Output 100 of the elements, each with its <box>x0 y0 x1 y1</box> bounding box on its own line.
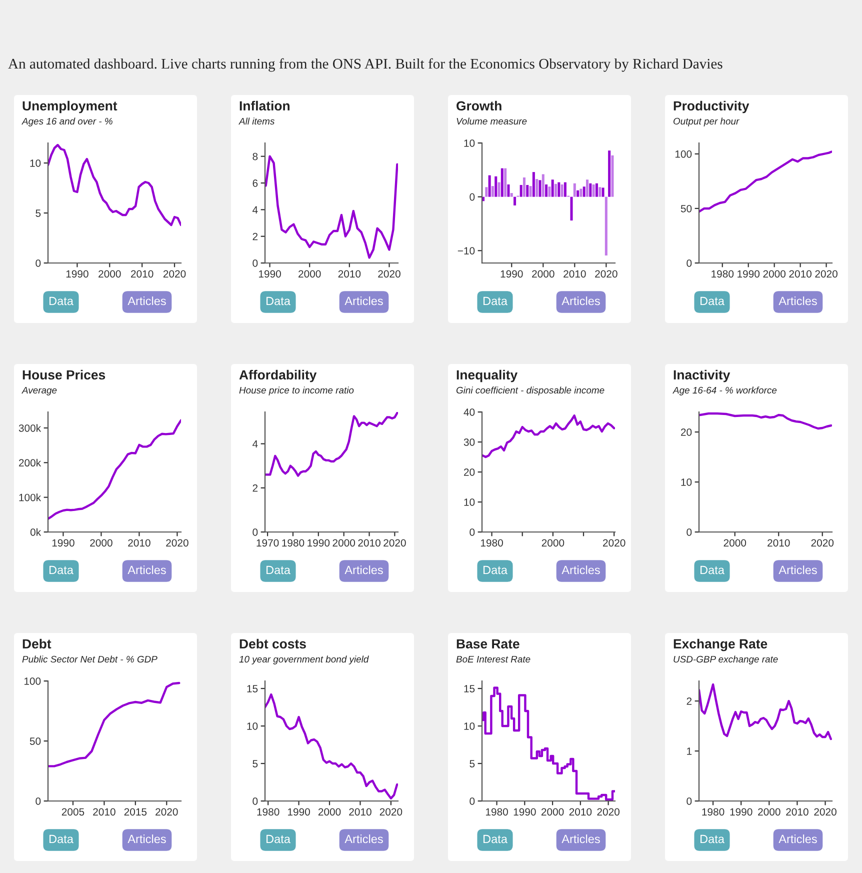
chart-subtitle: 10 year government bond yield <box>239 656 369 664</box>
chart-title: Exchange Rate <box>674 638 768 652</box>
y-tick-label: 1 <box>687 748 692 755</box>
x-tick-label: 2010 <box>789 270 812 278</box>
x-tick-label: 2000 <box>332 539 356 547</box>
bar <box>598 187 602 197</box>
text: Articles <box>344 565 383 574</box>
chart-title: Growth <box>456 100 502 111</box>
chart-title: Unemployment <box>22 100 118 114</box>
x-tick-label: 2020 <box>163 270 186 278</box>
x-tick-label: 2000 <box>758 808 780 816</box>
line-series <box>48 682 180 768</box>
x-tick-label: 2000 <box>542 539 564 547</box>
bar <box>592 184 595 197</box>
bar <box>498 182 500 197</box>
text: Data <box>700 566 724 574</box>
chart-title: Inactivity <box>674 370 730 382</box>
x-tick-label: 2000 <box>541 808 564 816</box>
y-tick-label: 2 <box>252 484 258 492</box>
x-tick-label: 2020 <box>380 808 402 816</box>
chart-subtitle: Volume measure <box>456 118 527 125</box>
bar <box>608 150 611 197</box>
x-tick-label: 1990 <box>738 270 760 278</box>
bar <box>611 155 614 197</box>
bar <box>554 184 558 197</box>
x-tick-label: 2000 <box>763 270 786 278</box>
y-tick-label: 200k <box>18 458 42 467</box>
line-series <box>265 693 398 800</box>
y-tick-label: 10 <box>30 160 41 167</box>
text: Data <box>484 834 508 844</box>
line-series <box>482 414 615 458</box>
bar <box>551 180 554 197</box>
chart-subtitle: USD-GBP exchange rate <box>674 656 778 664</box>
x-tick-label: 2000 <box>98 270 121 278</box>
chart-subtitle: Public Sector Net Debt - % GDP <box>22 656 158 663</box>
y-tick-label: 0k <box>30 528 42 536</box>
bar <box>560 184 564 197</box>
chart-title: Debt <box>22 638 52 649</box>
bar <box>586 180 589 197</box>
x-tick-label: 2020 <box>595 270 618 278</box>
bar <box>580 188 582 197</box>
y-tick-label: 5 <box>36 210 41 217</box>
y-tick-label: 2 <box>686 698 692 705</box>
text: Articles <box>562 565 600 574</box>
text: Articles <box>128 565 166 574</box>
y-tick-label: 8 <box>252 152 258 160</box>
y-tick-label: 100k <box>19 494 42 502</box>
x-tick-label: 1990 <box>52 539 74 547</box>
x-tick-label: 1980 <box>257 808 280 816</box>
bar <box>494 176 498 197</box>
chart-subtitle: Average <box>22 386 57 396</box>
line-series <box>699 412 832 430</box>
y-tick-label: 10 <box>681 478 692 486</box>
x-tick-label: 2010 <box>786 808 808 816</box>
bar <box>538 180 542 197</box>
y-tick-label: 30 <box>464 438 475 446</box>
y-tick-label: 100 <box>675 150 692 158</box>
text: Articles <box>778 296 817 306</box>
x-tick-label: 2010 <box>338 270 361 278</box>
x-tick-label: 2010 <box>564 270 586 278</box>
text: Data <box>50 296 74 306</box>
y-tick-label: 20 <box>680 428 692 436</box>
bar <box>545 184 548 197</box>
text: Articles <box>344 834 383 844</box>
chart-title: House Prices <box>22 370 106 380</box>
bar <box>595 183 598 197</box>
bar <box>520 184 522 197</box>
y-tick-label: 0 <box>36 798 41 805</box>
x-tick-label: 2010 <box>768 539 790 547</box>
bar <box>564 182 566 197</box>
text: Data <box>484 566 508 574</box>
y-tick-label: 6 <box>252 180 258 187</box>
x-tick-label: 2020 <box>597 808 620 816</box>
text: Data <box>484 296 508 306</box>
y-tick-label: −10 <box>458 247 475 254</box>
line-series <box>699 150 832 213</box>
y-tick-label: 10 <box>464 140 475 147</box>
bar <box>488 175 491 197</box>
y-tick-label: 0 <box>470 193 475 201</box>
x-tick-label: 2000 <box>318 808 341 816</box>
bar <box>582 186 586 197</box>
x-tick-label: 1990 <box>730 808 752 816</box>
y-tick-label: 5 <box>252 760 258 768</box>
x-tick-label: 1990 <box>500 270 523 278</box>
bar <box>485 187 488 197</box>
x-tick-label: 1980 <box>486 808 508 816</box>
bar <box>548 186 551 197</box>
x-tick-label: 1970 <box>256 539 279 547</box>
text: Data <box>266 566 290 574</box>
y-tick-label: 50 <box>680 204 692 212</box>
y-tick-label: 4 <box>252 440 258 448</box>
y-tick-label: 300k <box>18 424 42 432</box>
y-tick-label: 4 <box>252 206 258 214</box>
chart-subtitle: BoE Interest Rate <box>456 656 530 663</box>
chart-subtitle: Ages 16 and over - % <box>22 118 112 126</box>
line-series <box>265 412 398 477</box>
y-tick-label: 0 <box>686 798 692 805</box>
text: Data <box>266 296 290 306</box>
bar <box>522 177 526 197</box>
text: An automated dashboard. Live charts running from the ONS API. Built for the Economics Observatory by Richard Davies <box>8 58 722 72</box>
